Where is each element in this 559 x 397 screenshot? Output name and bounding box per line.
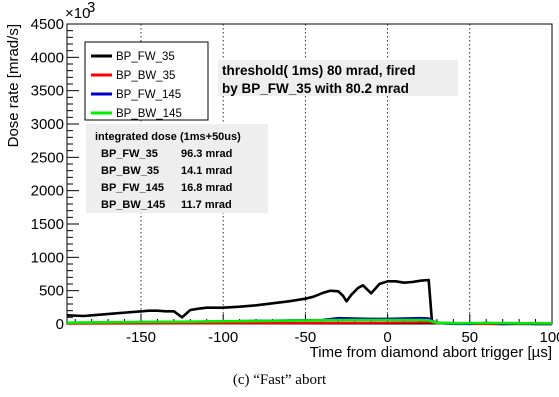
dose-row-name: BP_FW_35 <box>101 148 158 160</box>
legend-label: BP_BW_145 <box>116 108 182 120</box>
x-tick-label: -50 <box>295 329 317 346</box>
legend-label: BP_FW_145 <box>116 89 181 101</box>
series-line-bp-bw-145 <box>66 318 552 325</box>
y-tick-label: 0 <box>56 316 64 333</box>
dose-row-name: BP_BW_145 <box>101 199 165 211</box>
y-multiplier-exponent: 3 <box>87 0 95 16</box>
y-axis-title: Dose rate [mrad/s] <box>5 24 22 147</box>
dose-box-title: integrated dose (1ms+50us) <box>95 131 241 143</box>
y-tick-label: 500 <box>39 283 64 300</box>
y-multiplier: ×10 <box>65 5 90 22</box>
dose-row-value: 16.8 mrad <box>181 182 232 194</box>
x-tick-label: 0 <box>383 329 391 346</box>
dose-rate-chart: 050010001500200025003000350040004500-150… <box>5 0 559 361</box>
y-tick-label: 3000 <box>31 116 64 133</box>
dose-box-background <box>86 124 268 213</box>
y-tick-label: 1000 <box>31 249 64 266</box>
y-tick-label: 4000 <box>31 49 64 66</box>
y-tick-label: 2000 <box>31 183 64 200</box>
series-line-bp-fw-35 <box>66 278 552 326</box>
dose-row-name: BP_BW_35 <box>101 165 159 177</box>
annotation-line-2: by BP_FW_35 with 80.2 mrad <box>222 81 409 96</box>
annotation-background <box>218 60 458 96</box>
dose-row-value: 14.1 mrad <box>181 165 232 177</box>
x-tick-label: 100 <box>539 329 559 346</box>
dose-row-value: 11.7 mrad <box>181 199 232 211</box>
y-tick-label: 2500 <box>31 149 64 166</box>
x-tick-label: 50 <box>461 329 478 346</box>
y-tick-label: 3500 <box>31 83 64 100</box>
x-tick-label: -150 <box>126 329 156 346</box>
x-tick-label: -100 <box>208 329 238 346</box>
legend-label: BP_BW_35 <box>116 70 175 82</box>
y-tick-label: 1500 <box>31 216 64 233</box>
legend-label: BP_FW_35 <box>116 51 175 63</box>
dose-row-name: BP_FW_145 <box>101 182 164 194</box>
x-axis-title: Time from diamond abort trigger [µs] <box>310 344 552 361</box>
figure-caption: (c) “Fast” abort <box>232 372 327 388</box>
annotation-line-1: threshold( 1ms) 80 mrad, fired <box>222 63 416 78</box>
dose-row-value: 96.3 mrad <box>181 148 232 160</box>
y-tick-label: 4500 <box>31 16 64 33</box>
